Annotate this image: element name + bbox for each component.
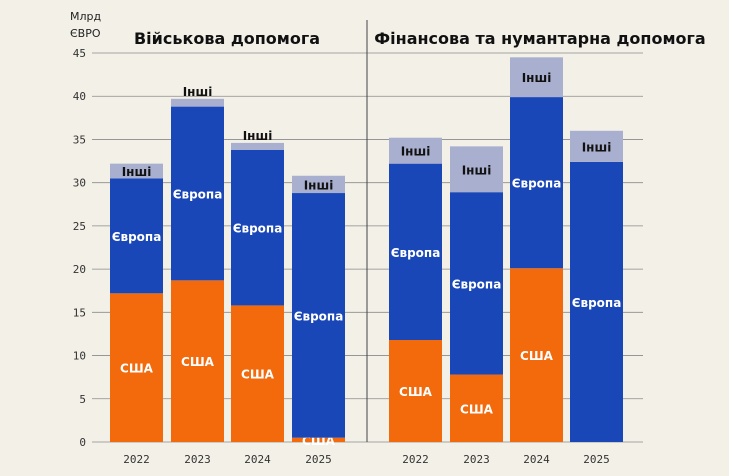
bar-segment-2 — [450, 146, 503, 193]
bar-segment-1 — [389, 163, 442, 340]
y-tick-label: 25 — [73, 220, 86, 233]
segment-label: Інші — [462, 163, 492, 177]
segment-label: Європа — [512, 177, 562, 191]
y-tick-label: 30 — [73, 177, 86, 190]
segment-label: Інші — [304, 178, 334, 192]
x-tick-label: 2025 — [583, 453, 610, 466]
bar-segment-1 — [231, 149, 284, 306]
segment-label: США — [181, 355, 215, 369]
bar-segment-2 — [510, 57, 563, 98]
segment-label: Європа — [391, 246, 441, 260]
segment-label: Європа — [572, 296, 622, 310]
segment-label: Інші — [243, 129, 273, 143]
segment-label: Європа — [173, 187, 223, 201]
bar-segment-0 — [510, 268, 563, 442]
bar-segment-0 — [110, 293, 163, 442]
segment-label: США — [520, 349, 554, 363]
financial-aid-title: Фінансова та нумантарна допомога — [374, 29, 705, 48]
y-tick-label: 10 — [73, 350, 86, 363]
segment-label: Інші — [522, 71, 552, 85]
segment-label: Інші — [183, 85, 213, 99]
segment-label: Інші — [401, 145, 431, 159]
segment-label: Європа — [112, 230, 162, 244]
y-tick-label: 45 — [73, 47, 86, 60]
segment-label: Інші — [122, 165, 152, 179]
bar-segment-1 — [510, 97, 563, 269]
y-tick-label: 35 — [73, 133, 86, 146]
bar-segment-0 — [292, 437, 345, 442]
y-tick-label: 5 — [79, 393, 86, 406]
x-tick-label: 2024 — [244, 453, 271, 466]
bar-segment-1 — [570, 161, 623, 443]
y-unit-label-line1: Млрд — [70, 10, 102, 23]
y-tick-label: 15 — [73, 306, 86, 319]
x-tick-label: 2022 — [402, 453, 429, 466]
bar-segment-1 — [110, 178, 163, 294]
segment-label: США — [399, 385, 433, 399]
bar-segment-2 — [570, 130, 623, 162]
y-unit-label-line2: ЄВРО — [70, 27, 101, 40]
bar-segment-0 — [389, 339, 442, 442]
bar-segment-1 — [450, 192, 503, 375]
bar-segment-2 — [171, 98, 224, 107]
segment-label: США — [120, 362, 154, 376]
military-aid-title: Військова допомога — [134, 29, 320, 48]
bar-segment-2 — [389, 137, 442, 164]
bar-segment-2 — [292, 175, 345, 194]
segment-label: Європа — [294, 309, 344, 323]
bar-segment-2 — [110, 163, 163, 179]
segment-label: США — [460, 402, 494, 416]
segment-label: Інші — [582, 140, 612, 154]
y-tick-label: 0 — [79, 436, 86, 449]
bar-segment-2 — [231, 142, 284, 150]
bar-segment-0 — [231, 305, 284, 442]
bar-segment-1 — [171, 106, 224, 281]
segment-label: Європа — [452, 277, 502, 291]
segment-label: Європа — [233, 222, 283, 236]
segment-label: США — [241, 368, 275, 382]
x-tick-label: 2025 — [305, 453, 332, 466]
x-tick-label: 2022 — [123, 453, 150, 466]
y-tick-label: 40 — [73, 90, 86, 103]
bar-segment-0 — [450, 374, 503, 442]
y-tick-label: 20 — [73, 263, 86, 276]
x-tick-label: 2023 — [463, 453, 490, 466]
x-tick-label: 2024 — [523, 453, 550, 466]
x-tick-label: 2023 — [184, 453, 211, 466]
bar-segment-0 — [171, 280, 224, 442]
bar-segment-1 — [292, 193, 345, 438]
